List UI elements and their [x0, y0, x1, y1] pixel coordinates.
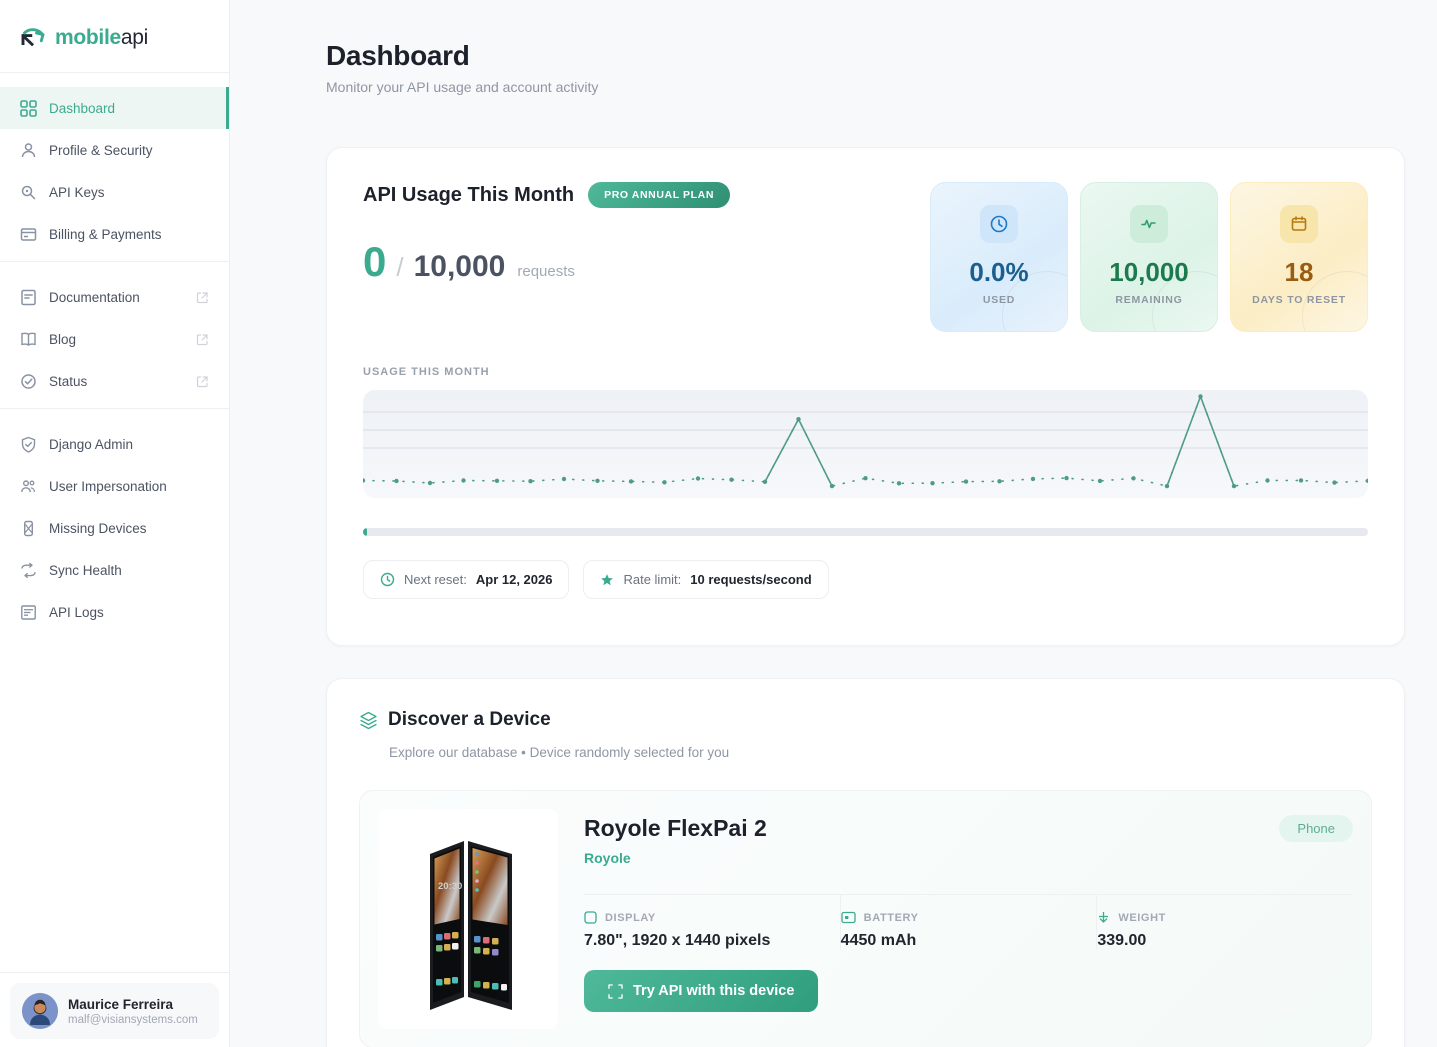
- svg-text:20:30: 20:30: [438, 881, 462, 892]
